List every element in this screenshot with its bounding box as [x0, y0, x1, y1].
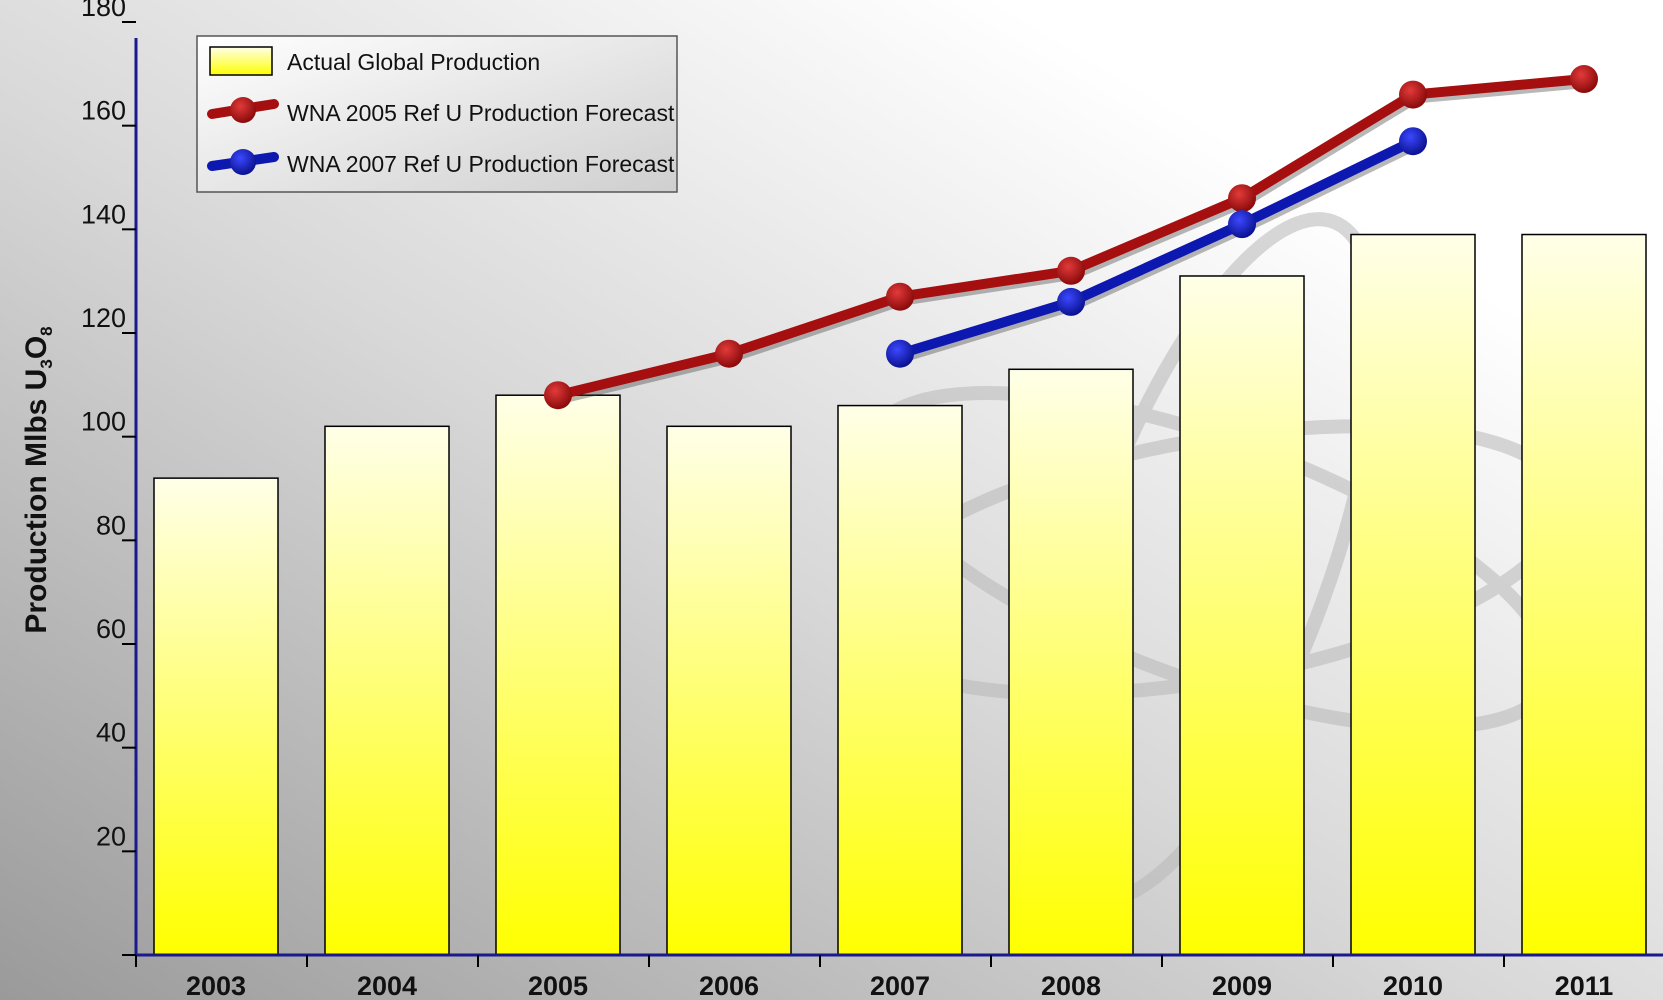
legend-label-wna2005: WNA 2005 Ref U Production Forecast [287, 100, 675, 126]
bar-2006 [666, 425, 792, 956]
axes-layer: 20 40 60 80 100 120 140 160 180 2003 2004 2005 2006 2… [81, 0, 1663, 1000]
bar-2008 [1008, 368, 1134, 956]
bars-layer [153, 233, 1647, 956]
y-axis-title-main: Production Mlbs U [20, 369, 53, 634]
x-tick-label-2003: 2003 [186, 971, 246, 1000]
y-axis-title-mid: O [20, 336, 53, 359]
y-tick-label-40: 40 [96, 718, 126, 748]
bar-2010 [1350, 233, 1476, 956]
bar-2011 [1521, 233, 1647, 956]
marker-wna2005-2006 [715, 339, 743, 368]
bar-2004 [324, 425, 450, 956]
y-tick-label-100: 100 [81, 407, 126, 437]
marker-wna2005-2008 [1057, 256, 1085, 285]
marker-wna2005-2007 [886, 282, 914, 311]
marker-wna2007-2010 [1399, 127, 1427, 156]
legend-label-wna2007: WNA 2007 Ref U Production Forecast [287, 151, 675, 177]
x-tick-label-2008: 2008 [1041, 971, 1101, 1000]
legend-swatch-actual [209, 46, 273, 76]
marker-wna2005-2005 [544, 381, 572, 410]
y-tick-label-80: 80 [96, 510, 126, 540]
marker-wna2007-2007 [886, 339, 914, 368]
x-tick-label-2009: 2009 [1212, 971, 1272, 1000]
marker-wna2007-2009 [1228, 210, 1256, 239]
legend: Actual Global Production WNA 2005 Ref U … [196, 35, 678, 193]
marker-wna2005-2009 [1228, 184, 1256, 213]
marker-wna2005-2010 [1399, 80, 1427, 109]
x-tick-label-2007: 2007 [870, 971, 930, 1000]
bar-2005 [495, 394, 621, 956]
legend-box [196, 35, 678, 193]
bar-2007 [837, 404, 963, 956]
x-tick-label-2005: 2005 [528, 971, 588, 1000]
bar-2009 [1179, 275, 1305, 956]
bar-2003 [153, 477, 279, 956]
legend-marker-wna2007 [230, 149, 256, 175]
x-tick-label-2010: 2010 [1383, 971, 1443, 1000]
y-tick-label-180: 180 [81, 0, 126, 22]
legend-marker-wna2005 [230, 97, 256, 123]
x-tick-label-2006: 2006 [699, 971, 759, 1000]
legend-label-actual: Actual Global Production [287, 49, 540, 75]
y-axis-title-sub1: 3 [37, 359, 56, 368]
y-tick-label-120: 120 [81, 303, 126, 333]
x-tick-label-2011: 2011 [1555, 971, 1614, 1000]
y-tick-label-160: 160 [81, 96, 126, 126]
y-tick-label-140: 140 [81, 199, 126, 229]
y-tick-label-60: 60 [96, 614, 126, 644]
line-wna2007 [898, 136, 1416, 359]
marker-wna2005-2011 [1570, 65, 1598, 94]
x-tick-label-2004: 2004 [357, 971, 417, 1000]
marker-wna2007-2008 [1057, 287, 1085, 316]
lines-layer [544, 65, 1598, 410]
y-axis-title-sub2: 8 [37, 326, 56, 335]
y-axis-title: Production Mlbs U3O8 [20, 326, 56, 633]
y-tick-label-20: 20 [96, 821, 126, 851]
